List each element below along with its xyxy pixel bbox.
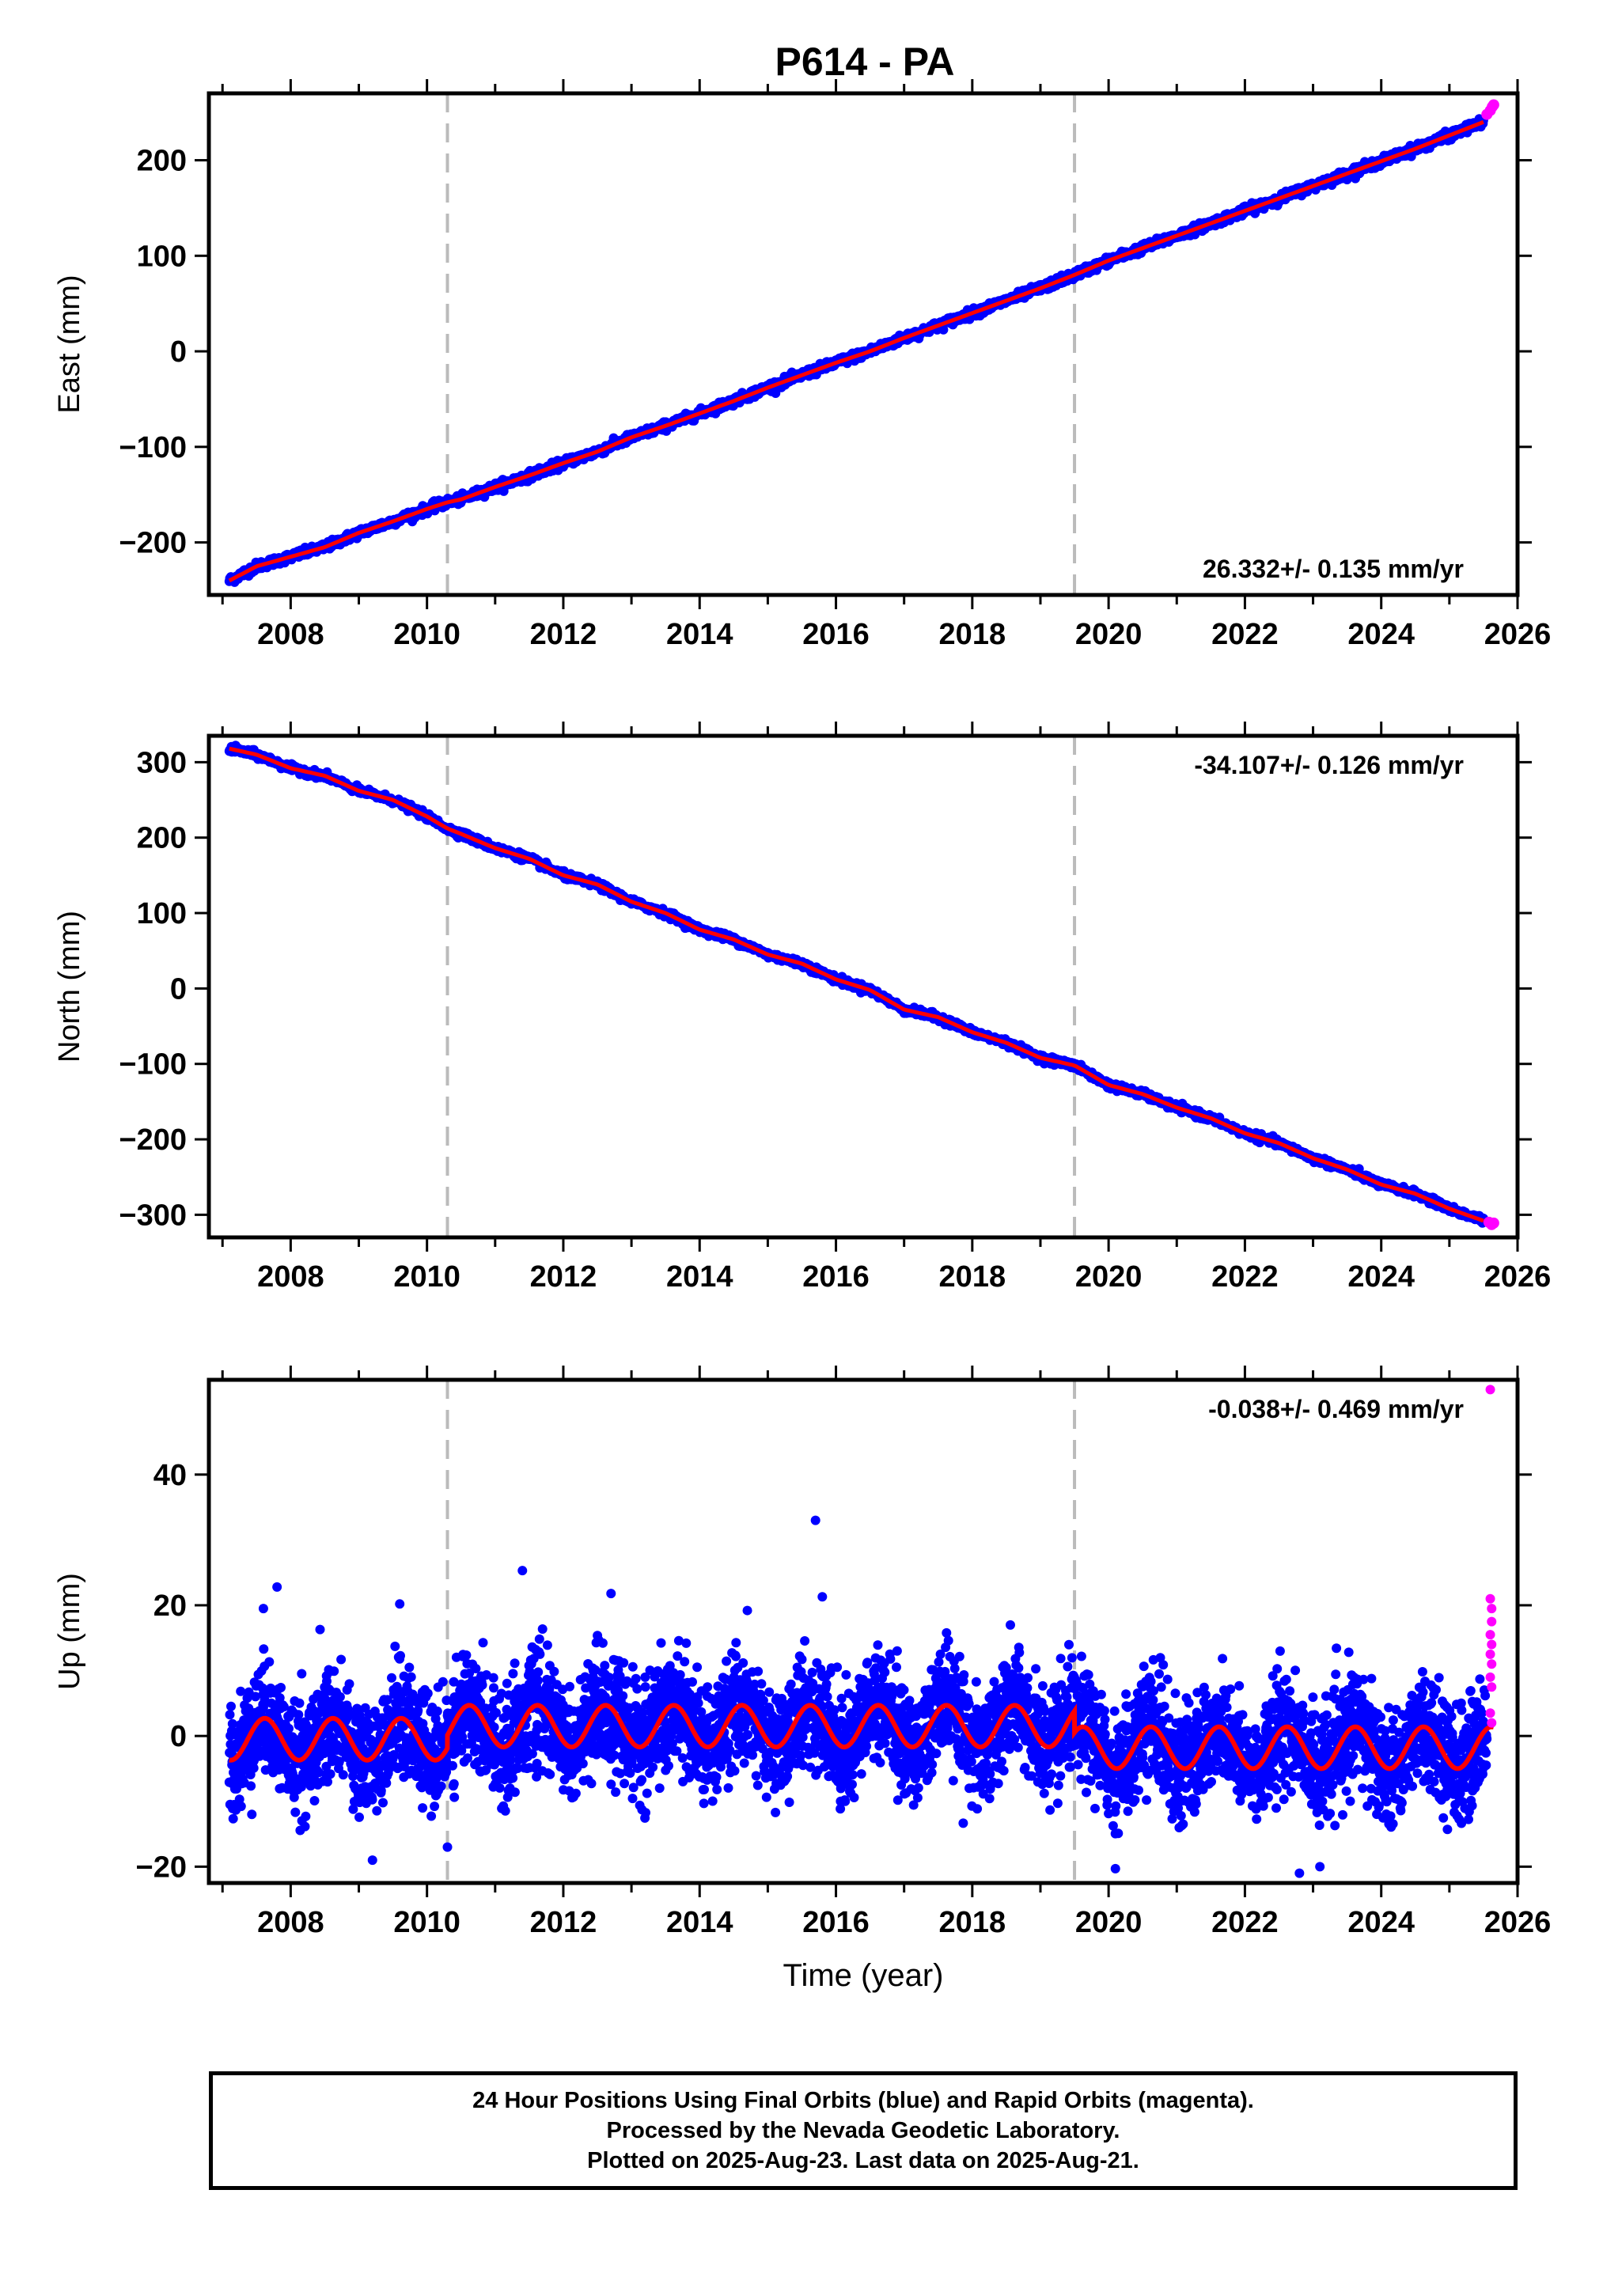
- x-tick-label: 2016: [802, 618, 870, 651]
- model-line: [229, 746, 1484, 1223]
- plot-frame: [207, 91, 1520, 597]
- x-tick-label: 2008: [257, 1260, 324, 1294]
- x-tick-label: 2024: [1347, 618, 1415, 651]
- final-orbit-point: [938, 324, 949, 335]
- x-tick-label: 2008: [257, 618, 324, 651]
- y-tick-label: −100: [119, 431, 187, 464]
- final-orbit-point: [227, 1718, 237, 1729]
- x-tick-label: 2010: [393, 618, 460, 651]
- x-tick-label: 2026: [1484, 618, 1552, 651]
- model-line: [228, 119, 1484, 583]
- plot-frame: [207, 733, 1520, 1240]
- data-layer: [224, 1385, 1497, 1878]
- y-tick-label: 200: [137, 145, 187, 178]
- rapid-orbit-point: [1487, 1217, 1499, 1229]
- x-tick-label: 2022: [1211, 1260, 1279, 1294]
- y-tick-label: 0: [170, 335, 187, 369]
- x-tick-label: 2024: [1347, 1260, 1415, 1294]
- data-layer: [224, 99, 1499, 587]
- y-axis-label: East (mm): [53, 275, 86, 413]
- y-tick-label: −100: [119, 1048, 187, 1082]
- final-orbit-point: [226, 1701, 236, 1711]
- rate-annotation: 26.332+/- 0.135 mm/yr: [1203, 555, 1464, 583]
- x-tick-label: 2014: [666, 618, 733, 651]
- x-tick-label: 2014: [666, 1260, 733, 1294]
- y-tick-label: 200: [137, 822, 187, 855]
- north-panel: 2008 2010 2012 2014 2016 2018 2020 2022 2024 2026…: [53, 722, 1551, 1294]
- rapid-orbit-point: [1487, 99, 1499, 111]
- y-tick-label: −200: [119, 1123, 187, 1157]
- final-orbit-point: [228, 1813, 238, 1824]
- data-layer: [224, 741, 1499, 1230]
- y-tick-label: −200: [119, 527, 187, 560]
- x-tick-label: 2026: [1484, 1260, 1552, 1294]
- y-tick-label: 300: [137, 746, 187, 779]
- x-tick-label: 2012: [530, 618, 597, 651]
- x-tick-label: 2018: [939, 1260, 1006, 1294]
- figure-title: P614 - PA: [775, 40, 955, 84]
- final-orbit-point: [225, 1710, 235, 1720]
- y-axis-label: North (mm): [53, 911, 86, 1063]
- y-tick-label: 0: [170, 972, 187, 1006]
- y-tick-label: 100: [137, 897, 187, 930]
- y-tick-label: −300: [119, 1199, 187, 1232]
- x-tick-label: 2020: [1075, 618, 1143, 651]
- x-tick-label: 2010: [393, 1260, 460, 1294]
- rate-annotation: -34.107+/- 0.126 mm/yr: [1194, 751, 1464, 779]
- x-tick-label: 2018: [939, 618, 1006, 651]
- east-panel: 2008 2010 2012 2014 2016 2018 2020 2022 2024 2026…: [53, 79, 1551, 651]
- x-tick-label: 2016: [802, 1260, 870, 1294]
- x-tick-label: 2020: [1075, 1260, 1143, 1294]
- y-tick-label: 100: [137, 240, 187, 273]
- up-panel: 2008 2010 2012 2014 2016 2018 2020 2022 2024 2026…: [53, 1366, 1551, 1993]
- x-tick-label: 2022: [1211, 618, 1279, 651]
- x-tick-label: 2012: [530, 1260, 597, 1294]
